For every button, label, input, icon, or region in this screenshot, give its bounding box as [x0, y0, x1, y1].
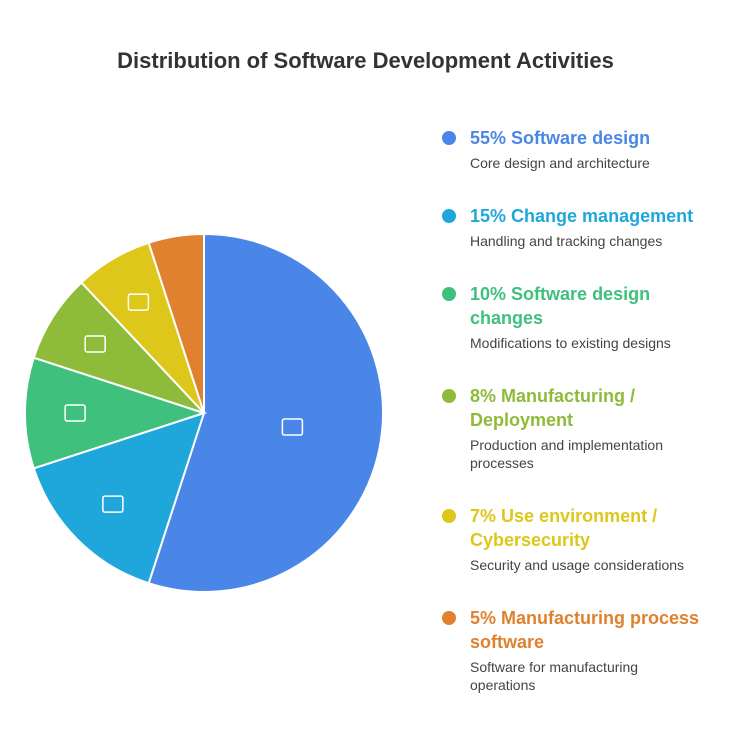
legend-description: Software for manufacturing operations — [470, 659, 639, 693]
legend-description: Modifications to existing designs — [470, 335, 671, 351]
legend-entry: 10% Software design changes Modifications… — [442, 282, 722, 352]
legend-value: 8% — [470, 386, 497, 406]
legend-heading: 5% Manufacturing process software — [470, 606, 715, 654]
legend-heading: 8% Manufacturing / Deployment — [470, 384, 715, 432]
legend-label: Manufacturing / Deployment — [470, 386, 636, 430]
slice-icon — [102, 495, 124, 513]
slice-icon — [64, 404, 86, 422]
legend-description: Security and usage considerations — [470, 557, 685, 573]
pie-slice — [32, 281, 205, 414]
legend: 55% Software design Core design and archi… — [442, 126, 722, 726]
legend-description: Handling and tracking changes — [470, 233, 663, 249]
legend-heading: 55% Software design — [470, 126, 715, 150]
legend-value: 10% — [470, 284, 507, 304]
pie-slice — [147, 232, 205, 414]
legend-description: Production and implementation processes — [470, 437, 664, 471]
slice-icon — [127, 293, 150, 311]
legend-dot — [442, 509, 456, 523]
pie-slice — [32, 411, 206, 585]
legend-heading: 7% Use environment / Cybersecurity — [470, 504, 715, 552]
legend-dot — [442, 131, 456, 145]
legend-label: Change management — [511, 206, 694, 226]
legend-value: 7% — [470, 506, 497, 526]
legend-dot — [442, 611, 456, 625]
legend-entry: 15% Change management Handling and tracki… — [442, 204, 722, 250]
legend-dot — [442, 389, 456, 403]
legend-label: Software design changes — [470, 284, 651, 328]
legend-label: Software design — [511, 128, 651, 148]
pie-slice — [24, 356, 208, 470]
chart-title: Distribution of Software Development Act… — [117, 48, 614, 73]
legend-entry: 7% Use environment / Cybersecurity Securi… — [442, 504, 722, 574]
legend-entry: 55% Software design Core design and archi… — [442, 126, 722, 172]
slice-icon — [84, 335, 106, 353]
legend-value: 55% — [470, 128, 507, 148]
legend-entry: 8% Manufacturing / Deployment Production … — [442, 384, 722, 472]
legend-dot — [442, 209, 456, 223]
legend-entry: 5% Manufacturing process software Softwar… — [442, 606, 722, 694]
legend-label: Use environment / Cybersecurity — [470, 506, 658, 550]
legend-value: 5% — [470, 608, 497, 628]
legend-label: Manufacturing process software — [470, 608, 700, 652]
pie-slice — [147, 232, 384, 593]
legend-value: 15% — [470, 206, 507, 226]
legend-heading: 15% Change management — [470, 204, 715, 228]
legend-dot — [442, 287, 456, 301]
legend-heading: 10% Software design changes — [470, 282, 715, 330]
legend-description: Core design and architecture — [470, 155, 650, 171]
slice-icon — [281, 418, 304, 436]
